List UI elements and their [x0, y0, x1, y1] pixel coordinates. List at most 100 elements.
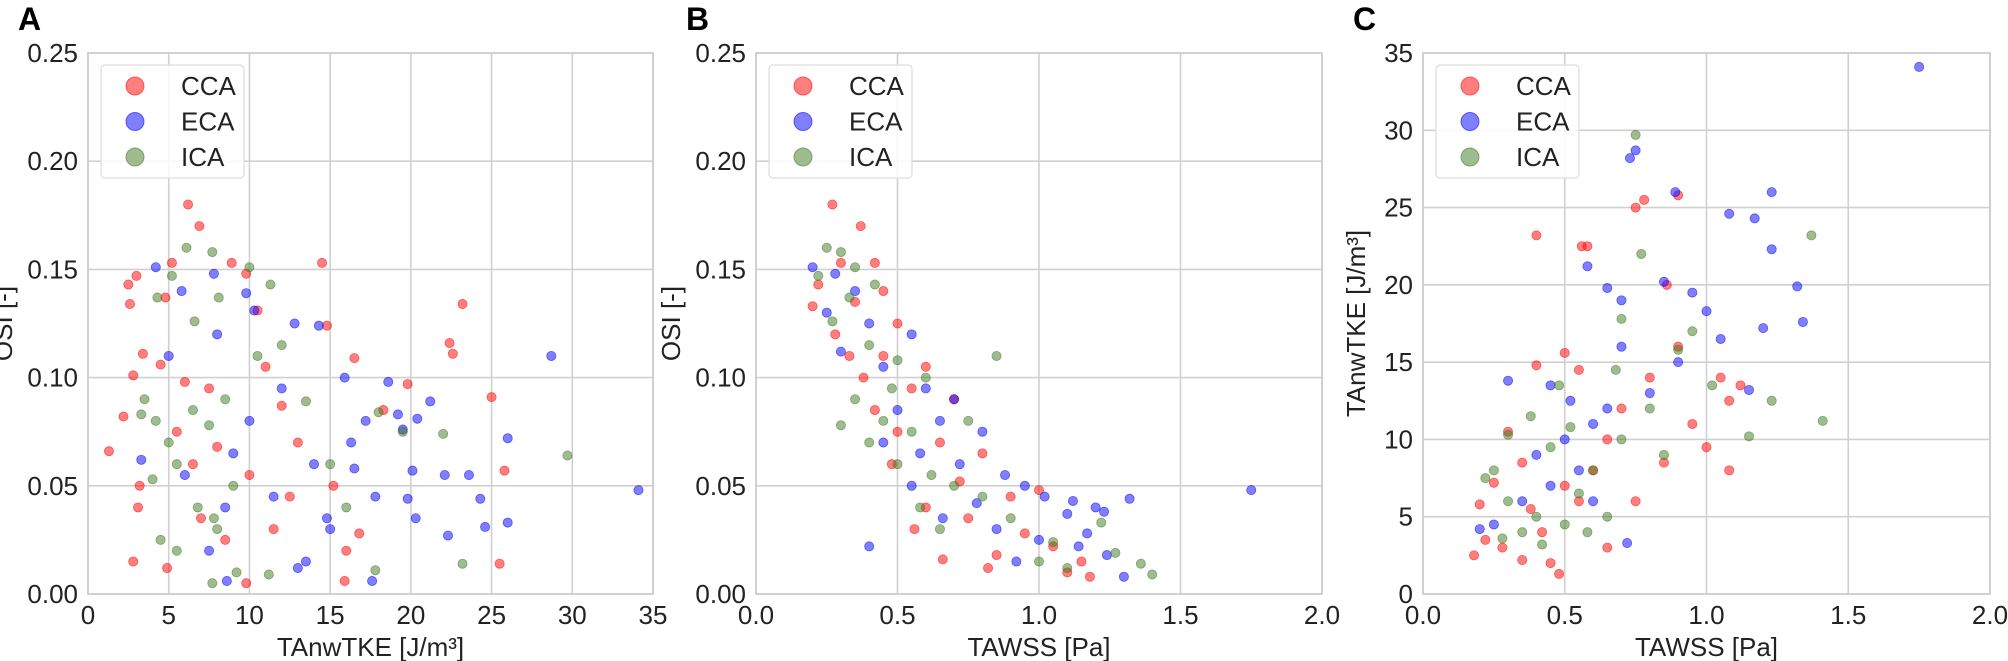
data-point-ica — [265, 279, 276, 290]
data-point-cca — [835, 257, 846, 268]
data-point-eca — [1701, 306, 1712, 317]
data-point-eca — [892, 405, 903, 416]
data-point-eca — [1744, 384, 1755, 395]
data-point-eca — [1073, 541, 1084, 552]
data-point-cca — [1701, 442, 1712, 453]
data-point-ica — [1744, 431, 1755, 442]
data-point-eca — [439, 469, 450, 480]
data-point-eca — [1749, 213, 1760, 224]
data-point-ica — [991, 350, 1002, 361]
data-point-cca — [1735, 380, 1746, 391]
data-point-cca — [1537, 527, 1548, 538]
data-point-ica — [171, 459, 182, 470]
y-tick-label: 15 — [1384, 347, 1413, 377]
data-point-cca — [354, 528, 365, 539]
data-point-cca — [1715, 372, 1726, 383]
x-tick-label: 30 — [558, 600, 587, 630]
data-point-ica — [906, 426, 917, 437]
data-point-ica — [155, 534, 166, 545]
data-point-cca — [1724, 465, 1735, 476]
data-point-cca — [162, 563, 173, 574]
y-tick-label: 35 — [1384, 38, 1413, 68]
data-point-eca — [915, 448, 926, 459]
data-point-eca — [1622, 537, 1633, 548]
data-point-cca — [204, 383, 215, 394]
legend-marker-ica — [1460, 147, 1480, 167]
data-point-cca — [402, 379, 413, 390]
data-point-ica — [1673, 344, 1684, 355]
x-tick-label: 2.0 — [1972, 600, 2008, 630]
data-point-cca — [1559, 347, 1570, 358]
legend-marker-ica — [125, 147, 145, 167]
data-point-ica — [276, 340, 287, 351]
x-tick-label: 1.5 — [1830, 600, 1866, 630]
data-point-ica — [213, 292, 224, 303]
y-tick-label: 0.10 — [695, 363, 746, 393]
data-point-ica — [1559, 519, 1570, 530]
legend-marker-eca — [125, 112, 145, 131]
data-point-ica — [1644, 403, 1655, 414]
data-point-eca — [1474, 524, 1485, 535]
data-point-cca — [128, 556, 139, 567]
data-point-cca — [1497, 542, 1508, 553]
data-point-eca — [244, 415, 255, 426]
data-point-eca — [346, 437, 357, 448]
data-point-eca — [228, 448, 239, 459]
data-point-cca — [1616, 403, 1627, 414]
data-point-cca — [457, 299, 468, 310]
data-point-ica — [136, 409, 147, 420]
y-tick-label: 10 — [1384, 424, 1413, 454]
data-point-cca — [1019, 528, 1030, 539]
data-point-ica — [892, 459, 903, 470]
data-point-ica — [300, 396, 311, 407]
data-point-eca — [176, 286, 187, 297]
legend-marker-eca — [1460, 112, 1480, 131]
data-point-ica — [192, 502, 203, 513]
data-point-ica — [341, 502, 352, 513]
y-tick-label: 0.05 — [27, 471, 78, 501]
data-point-cca — [494, 558, 505, 569]
y-tick-label: 20 — [1384, 270, 1413, 300]
data-point-ica — [208, 513, 219, 524]
x-tick-label: 0 — [81, 600, 95, 630]
data-point-eca — [276, 383, 287, 394]
data-point-cca — [486, 392, 497, 403]
data-point-eca — [480, 521, 491, 532]
data-point-ica — [977, 491, 988, 502]
data-point-ica — [457, 558, 468, 569]
legend-marker-ica — [793, 147, 813, 167]
data-point-ica — [1766, 395, 1777, 406]
data-point-ica — [1545, 442, 1556, 453]
data-point-cca — [1517, 554, 1528, 565]
data-point-ica — [844, 292, 855, 303]
data-point-eca — [1670, 187, 1681, 198]
data-point-ica — [869, 279, 880, 290]
data-point-cca — [909, 524, 920, 535]
data-point-eca — [220, 502, 231, 513]
data-point-ica — [370, 565, 381, 576]
data-point-eca — [633, 485, 644, 496]
data-point-eca — [502, 517, 513, 528]
data-point-eca — [1246, 485, 1257, 496]
data-point-ica — [864, 340, 875, 351]
data-point-cca — [1034, 485, 1045, 496]
data-point-cca — [827, 199, 838, 210]
data-point-cca — [276, 400, 287, 411]
data-point-cca — [869, 257, 880, 268]
data-point-cca — [244, 469, 255, 480]
data-point-ica — [150, 415, 161, 426]
y-tick-label: 0 — [1399, 579, 1413, 609]
data-point-ica — [231, 567, 242, 578]
x-tick-label: 0.0 — [1405, 600, 1441, 630]
data-point-ica — [1537, 539, 1548, 550]
y-tick-label: 0.25 — [27, 38, 78, 68]
data-point-cca — [858, 372, 869, 383]
series-cca — [807, 199, 1095, 582]
data-point-eca — [1559, 434, 1570, 445]
data-point-cca — [284, 491, 295, 502]
data-point-ica — [166, 270, 177, 281]
data-point-ica — [949, 480, 960, 491]
data-point-cca — [292, 437, 303, 448]
data-point-ica — [850, 394, 861, 405]
data-point-cca — [1602, 434, 1613, 445]
